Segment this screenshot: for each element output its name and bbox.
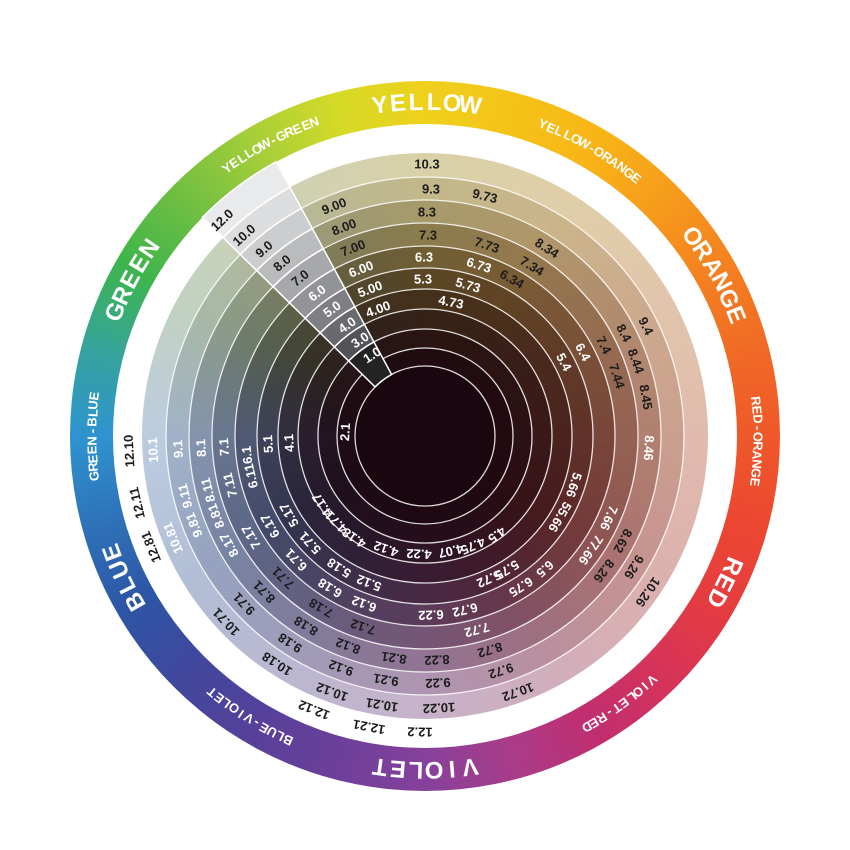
neutral-wedge-band bbox=[347, 340, 393, 388]
level-band-divider bbox=[277, 288, 573, 584]
level-band-divider bbox=[188, 199, 662, 673]
level-band-divider bbox=[256, 267, 594, 605]
level-band-divider bbox=[297, 308, 553, 564]
level-band-divider bbox=[211, 222, 639, 650]
level-band-divider bbox=[234, 245, 616, 627]
level-band-divider bbox=[354, 365, 496, 507]
level-band-divider bbox=[165, 176, 685, 696]
level-band-divider bbox=[317, 328, 533, 544]
level-band-divider bbox=[336, 347, 514, 525]
